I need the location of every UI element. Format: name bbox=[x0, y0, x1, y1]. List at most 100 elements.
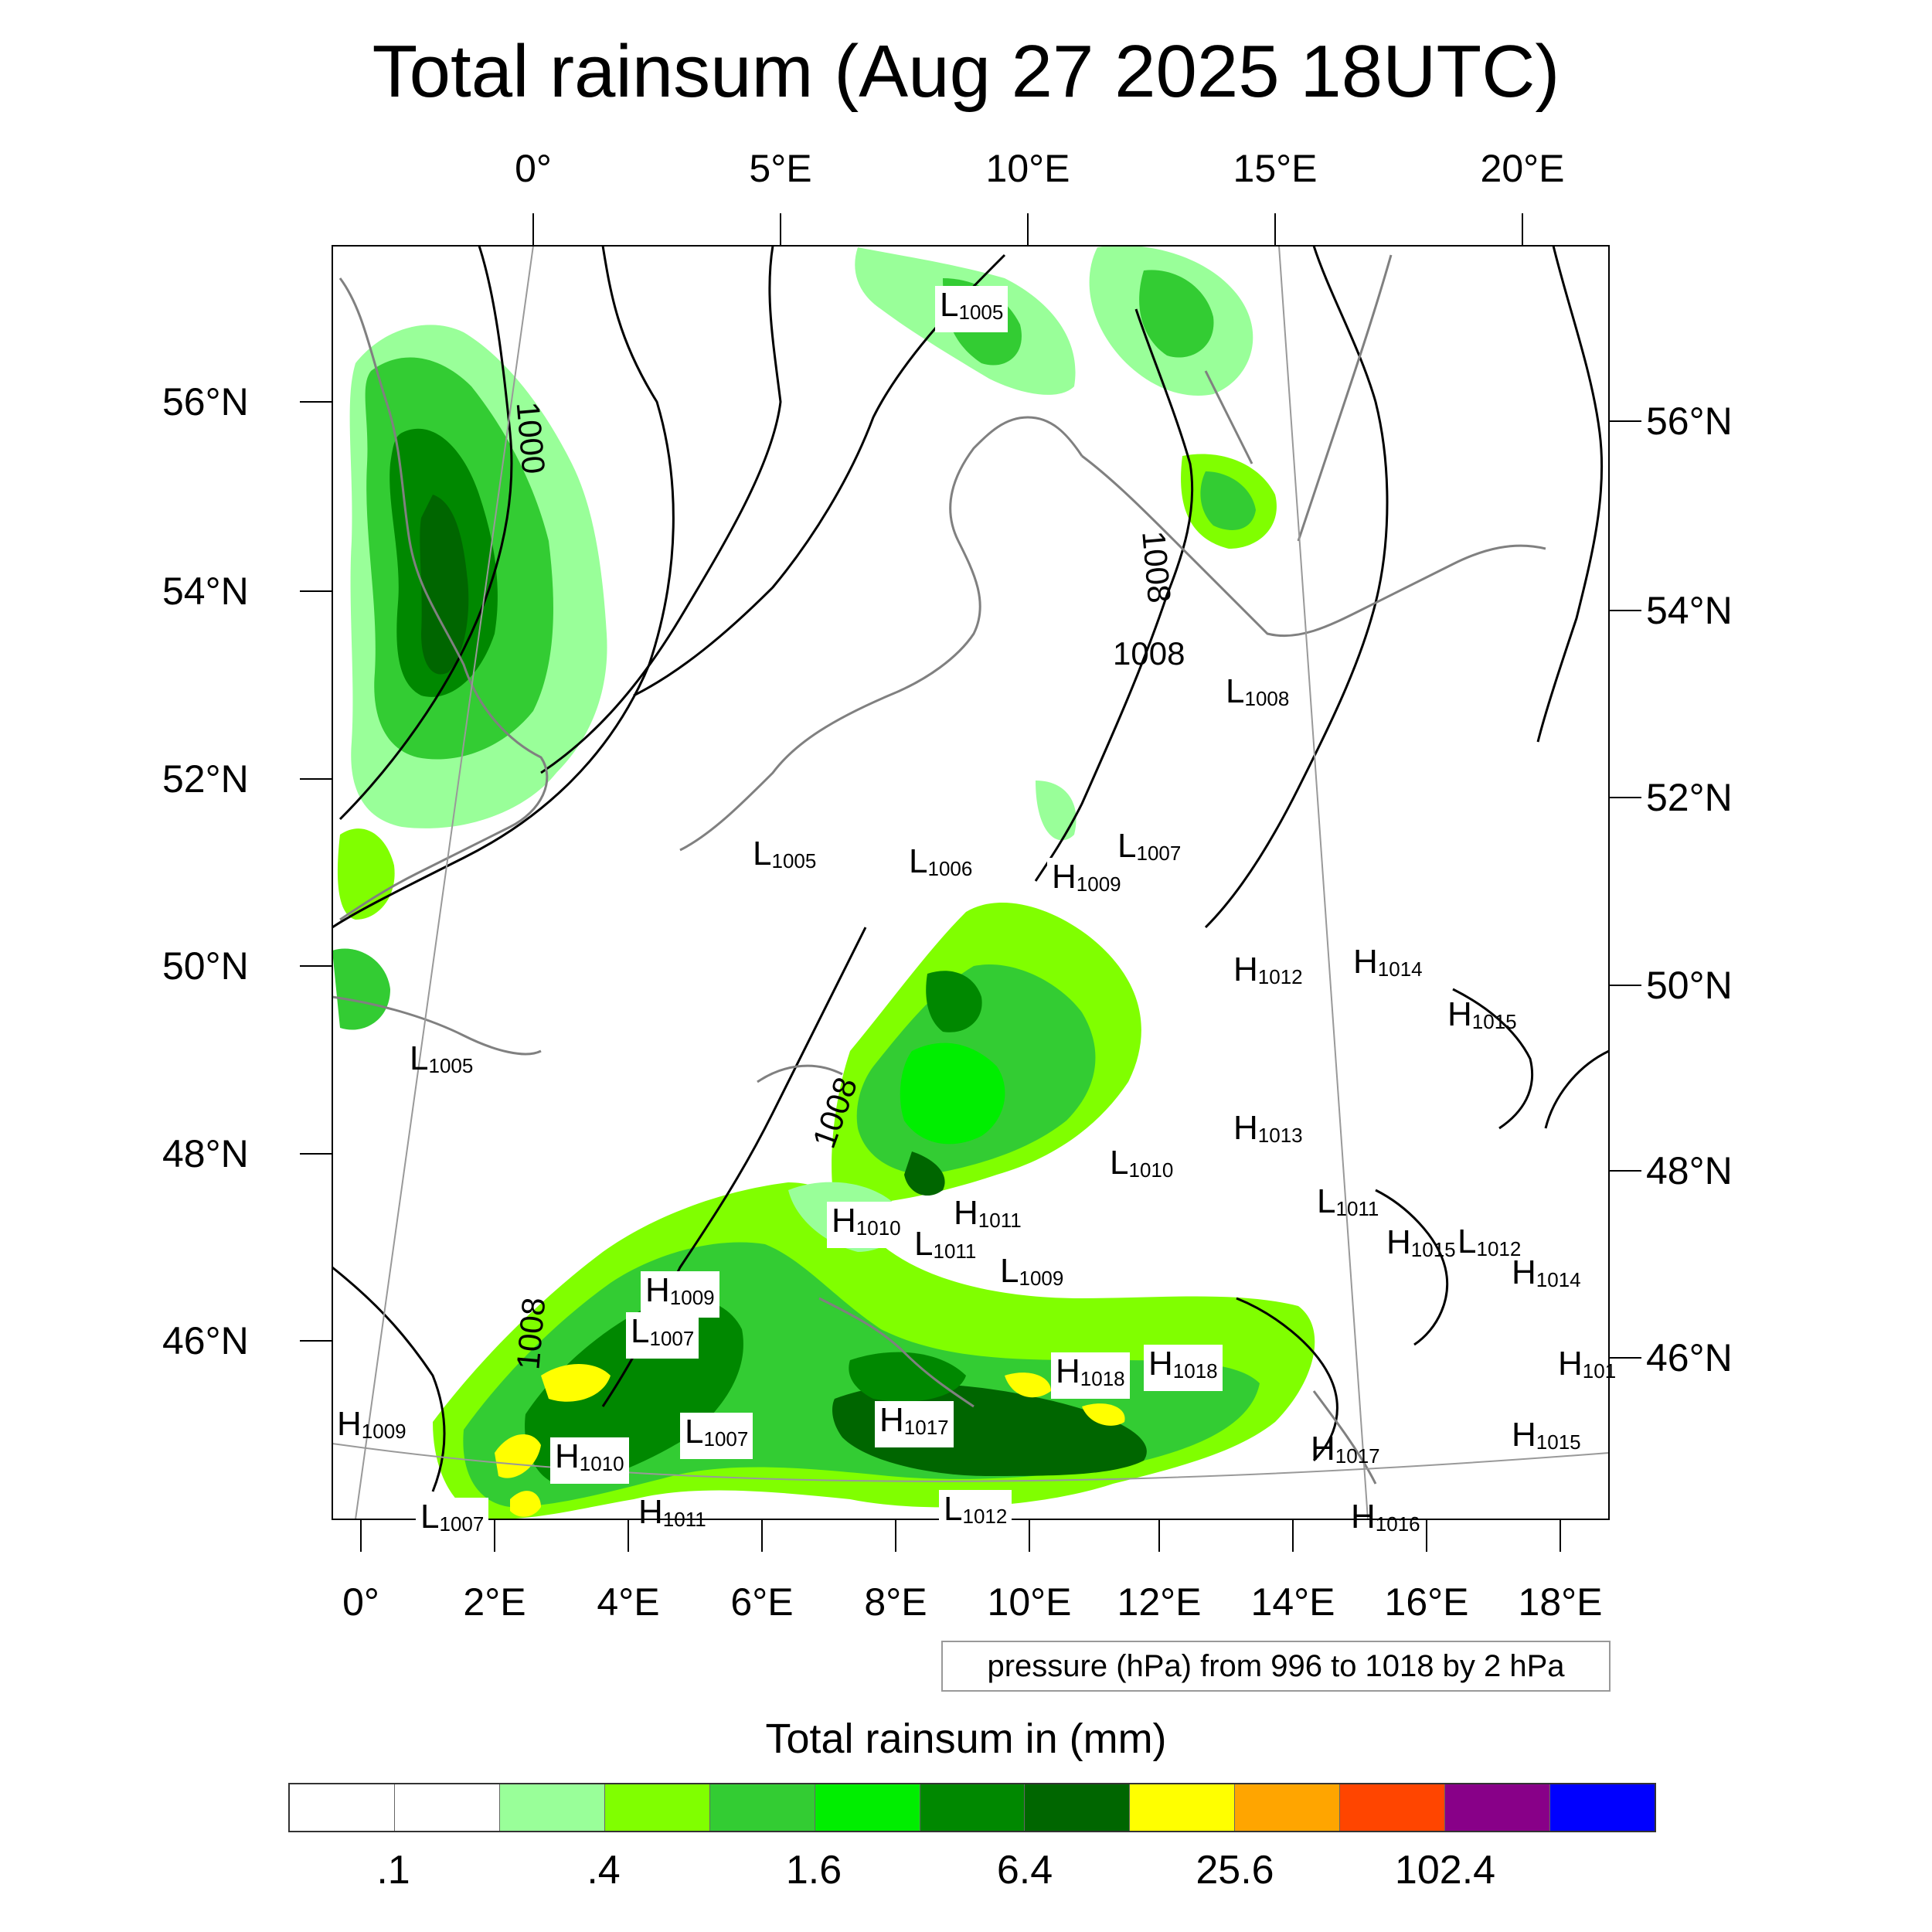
pressure-center-low: L1007 bbox=[416, 1498, 489, 1544]
colorbar-swatch bbox=[1025, 1784, 1131, 1831]
pressure-center-type: H bbox=[1351, 1498, 1376, 1536]
top-tick-label: 5°E bbox=[749, 147, 812, 190]
pressure-center-value: 1007 bbox=[649, 1327, 695, 1351]
pressure-center-value: 1017 bbox=[903, 1416, 949, 1440]
pressure-center-low: L1005 bbox=[748, 835, 821, 881]
pressure-center-type: H bbox=[645, 1271, 670, 1309]
colorbar-label: 102.4 bbox=[1394, 1848, 1496, 1893]
pressure-center-low: L1008 bbox=[1221, 672, 1294, 719]
pressure-center-low: L1005 bbox=[405, 1039, 478, 1086]
left-tick-label: 50°N bbox=[162, 944, 249, 988]
pressure-center-value: 1018 bbox=[1080, 1367, 1125, 1391]
pressure-center-type: L bbox=[1000, 1252, 1019, 1290]
colorbar-swatch bbox=[290, 1784, 395, 1831]
rain-field-uk bbox=[332, 325, 607, 1030]
pressure-center-value: 1012 bbox=[962, 1505, 1008, 1529]
tick-marks bbox=[300, 213, 1641, 1552]
pressure-center-high: H1014 bbox=[1507, 1253, 1586, 1300]
isobar-label: 1000 bbox=[509, 400, 552, 475]
pressure-center-value: 1009 bbox=[669, 1286, 715, 1310]
left-tick-label: 56°N bbox=[162, 380, 249, 423]
pressure-center-high: H1015 bbox=[1507, 1416, 1586, 1462]
pressure-center-type: H bbox=[1056, 1352, 1080, 1390]
colorbar-swatch bbox=[604, 1784, 710, 1831]
pressure-center-type: L bbox=[914, 1225, 934, 1263]
right-tick-label: 50°N bbox=[1646, 964, 1733, 1007]
pressure-center-value: 1018 bbox=[1172, 1359, 1218, 1383]
pressure-center-type: H bbox=[1558, 1345, 1583, 1383]
pressure-center-high: H1015 bbox=[1382, 1223, 1461, 1270]
pressure-center-type: L bbox=[1317, 1182, 1336, 1220]
pressure-center-value: 1014 bbox=[1377, 957, 1423, 981]
colorbar-label: 6.4 bbox=[996, 1848, 1053, 1893]
pressure-center-value: 1013 bbox=[1257, 1124, 1303, 1148]
isobar-labels: 1000 1008 1008 1008 1008 bbox=[509, 400, 1185, 1371]
bottom-tick-label: 8°E bbox=[864, 1580, 927, 1624]
bottom-tick-label: 10°E bbox=[987, 1580, 1072, 1624]
bottom-tick-label: 4°E bbox=[597, 1580, 660, 1624]
rain-field-scandinavia bbox=[855, 246, 1277, 841]
pressure-center-value: 101 bbox=[1582, 1359, 1617, 1383]
pressure-center-type: L bbox=[1117, 827, 1137, 865]
pressure-center-type: L bbox=[1226, 672, 1245, 710]
bottom-tick-label: 18°E bbox=[1518, 1580, 1603, 1624]
pressure-center-value: 1010 bbox=[579, 1452, 624, 1476]
pressure-center-type: H bbox=[1052, 858, 1077, 896]
pressure-center-low: L1006 bbox=[904, 842, 977, 889]
pressure-center-low: L1011 bbox=[910, 1225, 981, 1271]
pressure-center-value: 1009 bbox=[1076, 872, 1121, 896]
pressure-center-type: H bbox=[1233, 1109, 1258, 1147]
coastlines bbox=[332, 254, 1546, 1485]
right-tick-label: 52°N bbox=[1646, 776, 1733, 819]
colorbar bbox=[288, 1783, 1656, 1832]
pressure-note: pressure (hPa) from 996 to 1018 by 2 hPa bbox=[941, 1641, 1611, 1692]
pressure-center-high: H1013 bbox=[1229, 1109, 1308, 1155]
pressure-center-value: 1012 bbox=[1476, 1237, 1522, 1261]
pressure-center-high: H1017 bbox=[875, 1401, 954, 1447]
pressure-center-value: 1005 bbox=[771, 849, 817, 873]
bottom-tick-label: 16°E bbox=[1384, 1580, 1469, 1624]
pressure-center-value: 1007 bbox=[439, 1512, 485, 1536]
pressure-center-high: H1010 bbox=[550, 1437, 629, 1484]
pressure-center-high: H1009 bbox=[332, 1405, 411, 1451]
pressure-center-type: H bbox=[1311, 1430, 1335, 1468]
bottom-tick-label: 0° bbox=[342, 1580, 379, 1624]
pressure-center-value: 1010 bbox=[855, 1216, 901, 1240]
pressure-center-type: H bbox=[832, 1202, 856, 1240]
colorbar-label: .1 bbox=[376, 1848, 410, 1893]
pressure-center-high: H101 bbox=[1553, 1345, 1621, 1391]
top-tick-label: 15°E bbox=[1233, 147, 1318, 190]
pressure-center-type: L bbox=[410, 1039, 429, 1077]
pressure-center-type: L bbox=[753, 835, 772, 872]
colorbar-swatch bbox=[815, 1784, 920, 1831]
pressure-center-type: H bbox=[1447, 995, 1472, 1033]
pressure-center-low: L1010 bbox=[1105, 1144, 1178, 1190]
pressure-center-value: 1014 bbox=[1536, 1268, 1581, 1292]
pressure-center-low: L1012 bbox=[939, 1490, 1012, 1536]
pressure-center-high: H1010 bbox=[827, 1202, 906, 1248]
pressure-center-low: L1007 bbox=[680, 1413, 753, 1459]
pressure-center-value: 1011 bbox=[933, 1240, 977, 1264]
left-tick-label: 46°N bbox=[162, 1319, 249, 1362]
pressure-center-type: L bbox=[631, 1312, 650, 1350]
right-tick-label: 48°N bbox=[1646, 1149, 1733, 1192]
pressure-center-type: H bbox=[337, 1405, 362, 1443]
colorbar-label: .4 bbox=[587, 1848, 621, 1893]
pressure-center-type: L bbox=[1110, 1144, 1129, 1182]
pressure-center-low: L1007 bbox=[1113, 827, 1185, 873]
pressure-center-high: H1009 bbox=[641, 1271, 719, 1318]
pressure-center-type: L bbox=[685, 1413, 704, 1451]
pressure-center-high: H1016 bbox=[1346, 1498, 1425, 1544]
colorbar-label: 25.6 bbox=[1196, 1848, 1274, 1893]
pressure-center-type: H bbox=[1386, 1223, 1411, 1261]
colorbar-swatch bbox=[709, 1784, 815, 1831]
pressure-center-low: L1012 bbox=[1453, 1223, 1526, 1269]
pressure-center-type: H bbox=[1148, 1345, 1173, 1383]
pressure-center-type: L bbox=[420, 1498, 440, 1536]
pressure-center-value: 1010 bbox=[1128, 1158, 1174, 1182]
left-tick-label: 52°N bbox=[162, 757, 249, 801]
pressure-center-high: H1014 bbox=[1349, 943, 1427, 989]
pressure-center-value: 1009 bbox=[361, 1420, 406, 1444]
left-tick-label: 48°N bbox=[162, 1132, 249, 1175]
rain-field-germany bbox=[832, 903, 1141, 1206]
